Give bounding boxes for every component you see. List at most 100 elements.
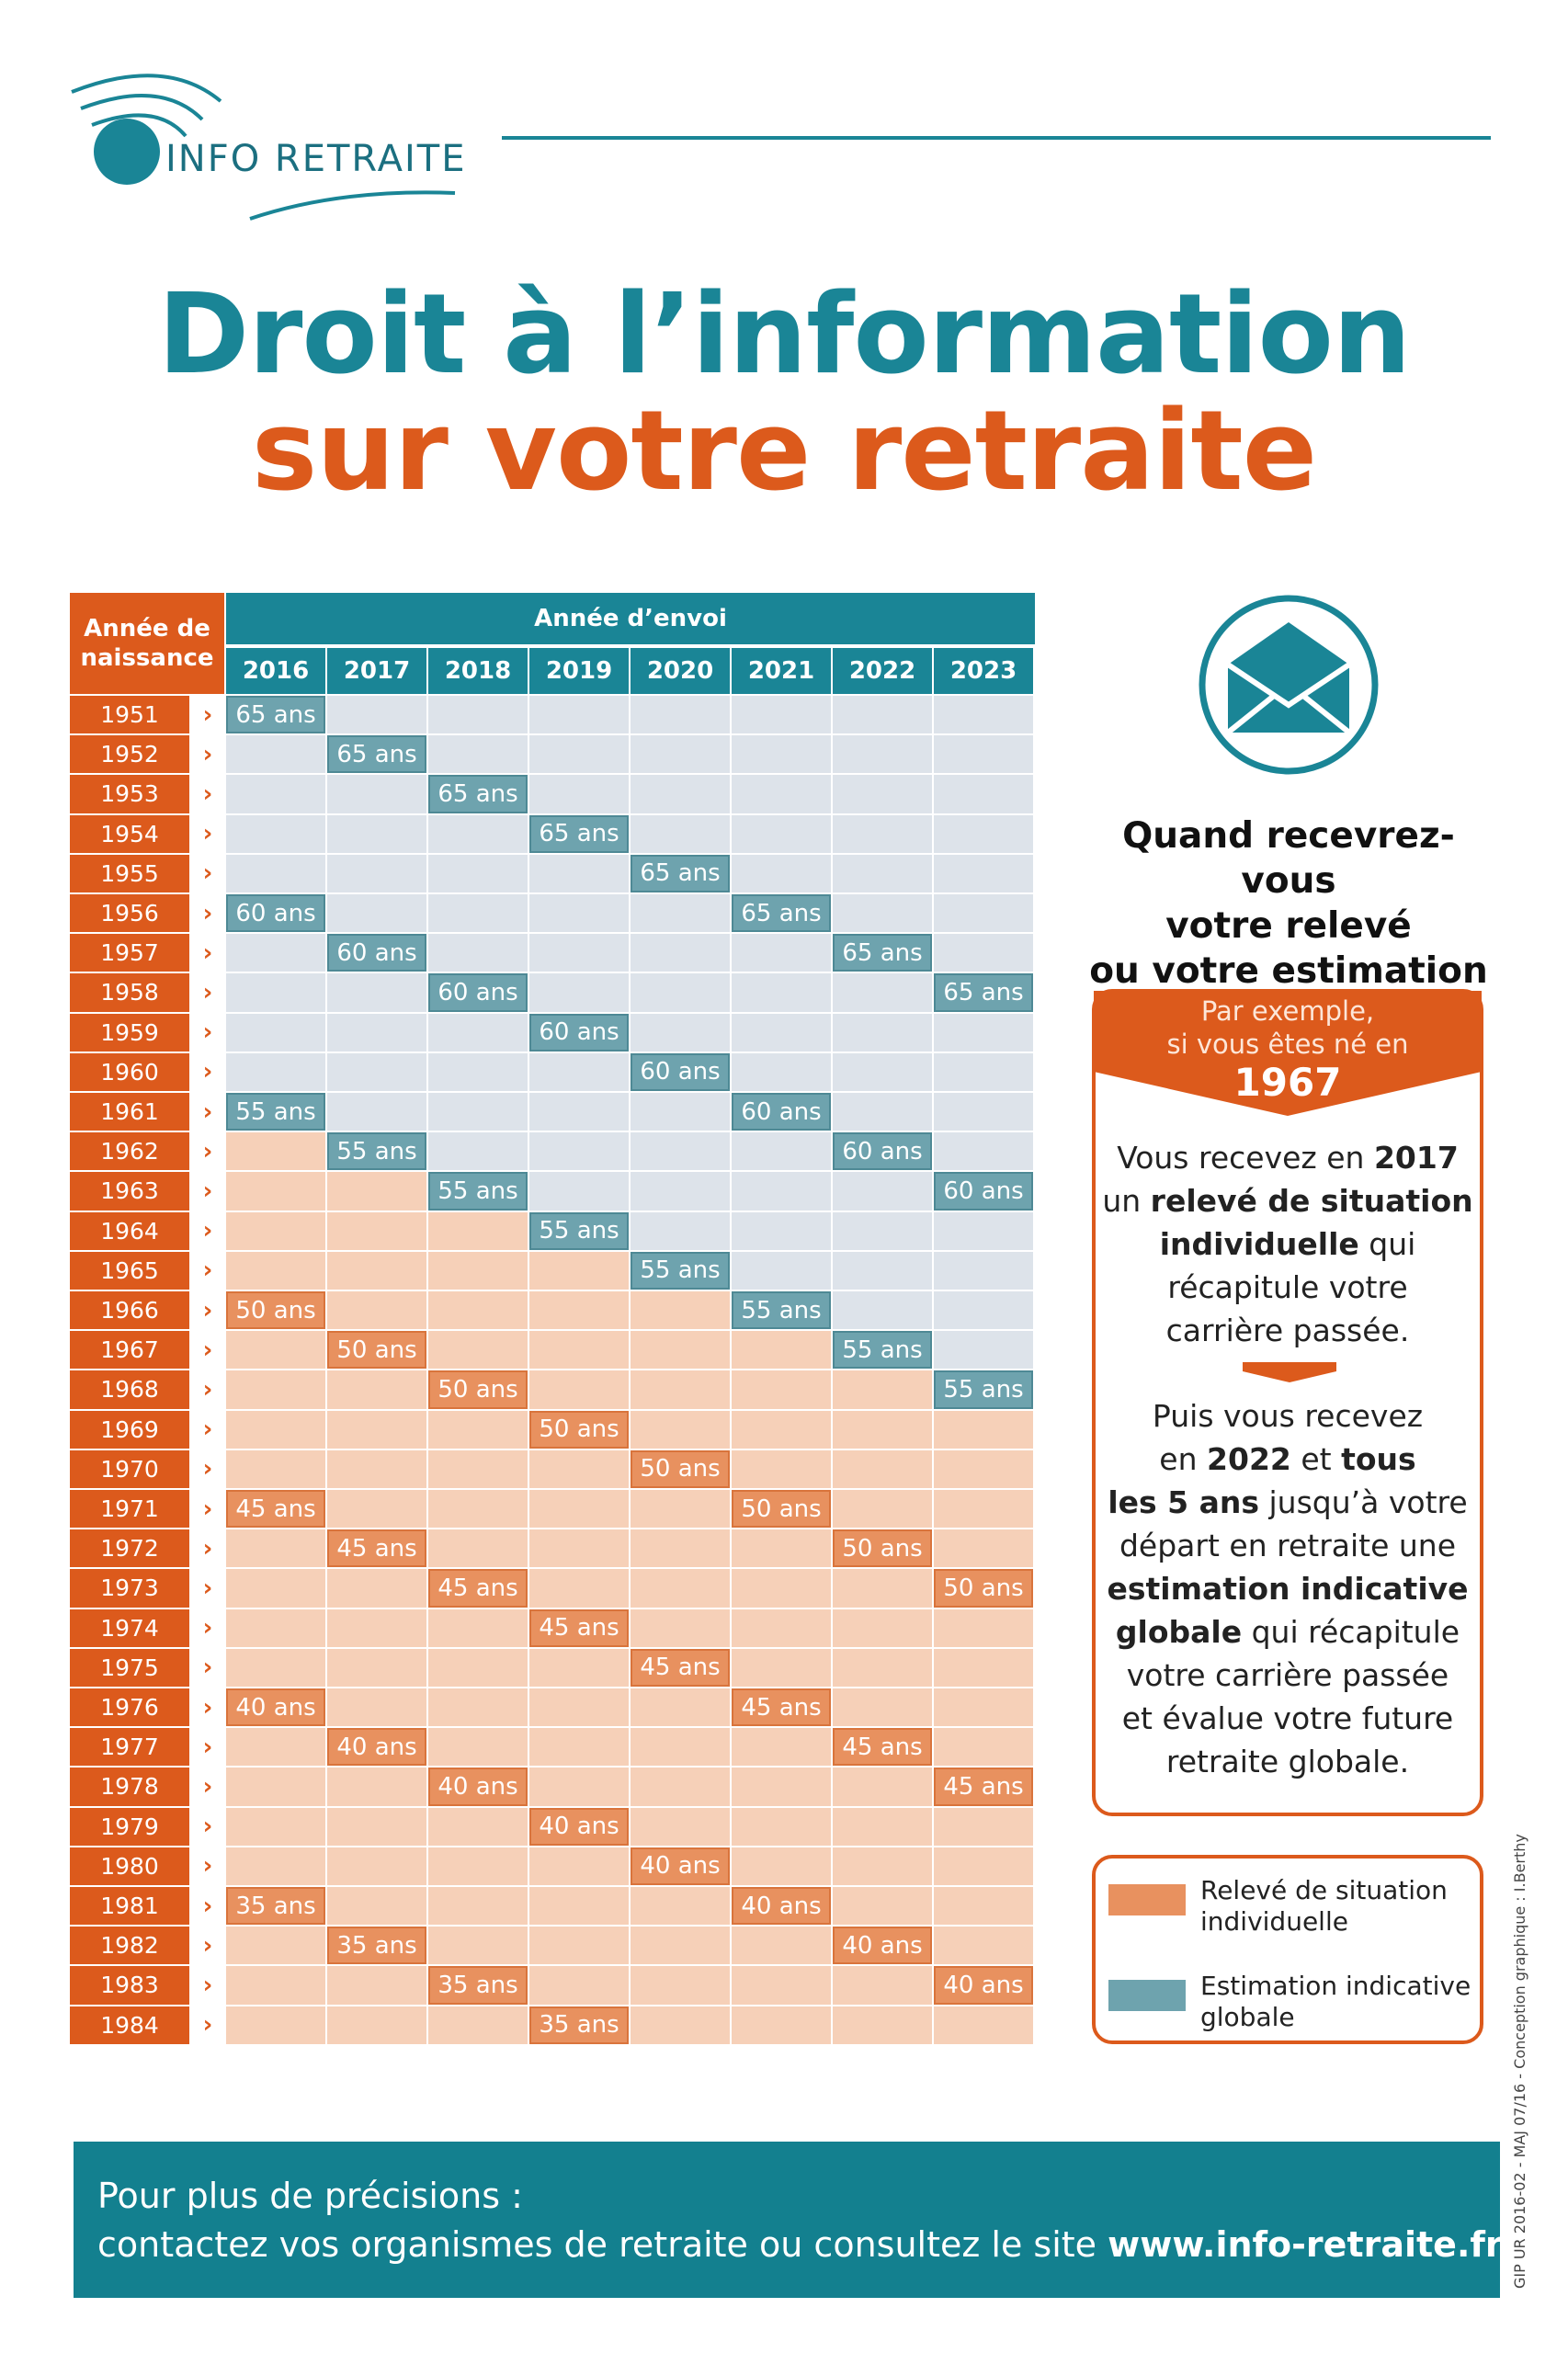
chevron-icon: ›	[191, 1013, 224, 1051]
year-header-2016: 2016	[226, 648, 325, 694]
empty-cell	[226, 1449, 325, 1488]
empty-cell	[226, 854, 325, 892]
empty-cell	[226, 934, 325, 972]
empty-cell	[732, 735, 831, 774]
empty-cell	[529, 934, 629, 972]
empty-cell	[226, 1569, 325, 1608]
estimation-cell: 60 ans	[226, 894, 325, 933]
empty-cell	[631, 1132, 730, 1171]
releve-cell: 40 ans	[529, 1807, 629, 1846]
releve-cell: 45 ans	[226, 1490, 325, 1529]
empty-cell	[529, 1768, 629, 1806]
empty-cell	[732, 814, 831, 853]
empty-cell	[529, 1052, 629, 1091]
releve-cell: 50 ans	[631, 1449, 730, 1488]
example-intro-line2: si vous êtes né en	[1166, 1029, 1409, 1060]
empty-cell	[833, 1887, 932, 1926]
birth-year-header: Année de naissance	[70, 593, 224, 694]
empty-cell	[226, 1529, 325, 1568]
para-line: et évalue votre future	[1121, 1700, 1454, 1736]
empty-cell	[529, 775, 629, 813]
empty-cell	[327, 1410, 426, 1449]
empty-cell	[529, 1490, 629, 1529]
empty-cell	[934, 934, 1033, 972]
estimation-cell: 55 ans	[631, 1251, 730, 1290]
empty-cell	[732, 1807, 831, 1846]
releve-cell: 35 ans	[327, 1927, 426, 1965]
estimation-cell: 55 ans	[529, 1211, 629, 1250]
empty-cell	[833, 973, 932, 1012]
birth-year-cell: 1975	[70, 1648, 189, 1687]
empty-cell	[226, 1331, 325, 1370]
empty-cell	[732, 1251, 831, 1290]
chevron-icon: ›	[191, 1410, 224, 1449]
para-line: en 2022 et tous	[1159, 1441, 1416, 1477]
example-intro-line1: Par exemple,	[1200, 995, 1375, 1027]
empty-cell	[327, 1172, 426, 1211]
birth-year-cell: 1961	[70, 1093, 189, 1131]
empty-cell	[833, 2006, 932, 2044]
empty-cell	[631, 973, 730, 1012]
empty-cell	[631, 1529, 730, 1568]
birth-year-cell: 1959	[70, 1013, 189, 1051]
empty-cell	[327, 1887, 426, 1926]
empty-cell	[226, 1608, 325, 1647]
empty-cell	[428, 1291, 528, 1330]
empty-cell	[631, 696, 730, 734]
estimation-cell: 65 ans	[934, 973, 1033, 1012]
para-line: départ en retraite une	[1119, 1528, 1457, 1563]
birth-year-cell: 1965	[70, 1251, 189, 1290]
empty-cell	[833, 735, 932, 774]
question-line: votre relevé	[1165, 905, 1412, 947]
empty-cell	[833, 775, 932, 813]
para-line: Puis vous recevez	[1152, 1398, 1424, 1434]
releve-cell: 50 ans	[529, 1410, 629, 1449]
birth-year-cell: 1954	[70, 814, 189, 853]
empty-cell	[631, 2006, 730, 2044]
empty-cell	[226, 814, 325, 853]
legend-label-estimation: Estimation indicative globale	[1200, 1971, 1471, 2032]
empty-cell	[833, 894, 932, 933]
releve-cell: 45 ans	[732, 1688, 831, 1727]
empty-cell	[529, 1966, 629, 2005]
releve-cell: 50 ans	[428, 1370, 528, 1409]
empty-cell	[934, 1093, 1033, 1131]
empty-cell	[226, 1807, 325, 1846]
empty-cell	[327, 973, 426, 1012]
footer-url-link[interactable]: www.info-retraite.fr	[1108, 2224, 1503, 2265]
releve-cell: 45 ans	[327, 1529, 426, 1568]
birth-year-cell: 1977	[70, 1728, 189, 1767]
empty-cell	[327, 1013, 426, 1051]
empty-cell	[732, 696, 831, 734]
empty-cell	[327, 1449, 426, 1488]
empty-cell	[226, 1370, 325, 1409]
birth-year-cell: 1984	[70, 2006, 189, 2044]
chevron-icon: ›	[191, 1608, 224, 1647]
empty-cell	[934, 1927, 1033, 1965]
birth-year-header-line2: naissance	[80, 644, 214, 672]
para-line: un relevé de situation	[1102, 1183, 1473, 1219]
empty-cell	[428, 934, 528, 972]
empty-cell	[732, 775, 831, 813]
releve-cell: 35 ans	[226, 1887, 325, 1926]
releve-cell: 45 ans	[529, 1608, 629, 1647]
birth-year-cell: 1976	[70, 1688, 189, 1727]
info-retraite-logo	[71, 74, 456, 221]
empty-cell	[732, 1927, 831, 1965]
birth-year-cell: 1967	[70, 1331, 189, 1370]
chevron-icon: ›	[191, 1927, 224, 1965]
empty-cell	[428, 1251, 528, 1290]
empty-cell	[631, 775, 730, 813]
empty-cell	[631, 814, 730, 853]
question-line: ou votre estimation ?	[1089, 950, 1488, 1037]
empty-cell	[833, 1013, 932, 1051]
empty-cell	[226, 735, 325, 774]
empty-cell	[833, 1449, 932, 1488]
empty-cell	[428, 696, 528, 734]
empty-cell	[934, 775, 1033, 813]
chevron-icon: ›	[191, 1052, 224, 1091]
empty-cell	[631, 1331, 730, 1370]
estimation-cell: 55 ans	[934, 1370, 1033, 1409]
empty-cell	[529, 1927, 629, 1965]
releve-cell: 50 ans	[934, 1569, 1033, 1608]
